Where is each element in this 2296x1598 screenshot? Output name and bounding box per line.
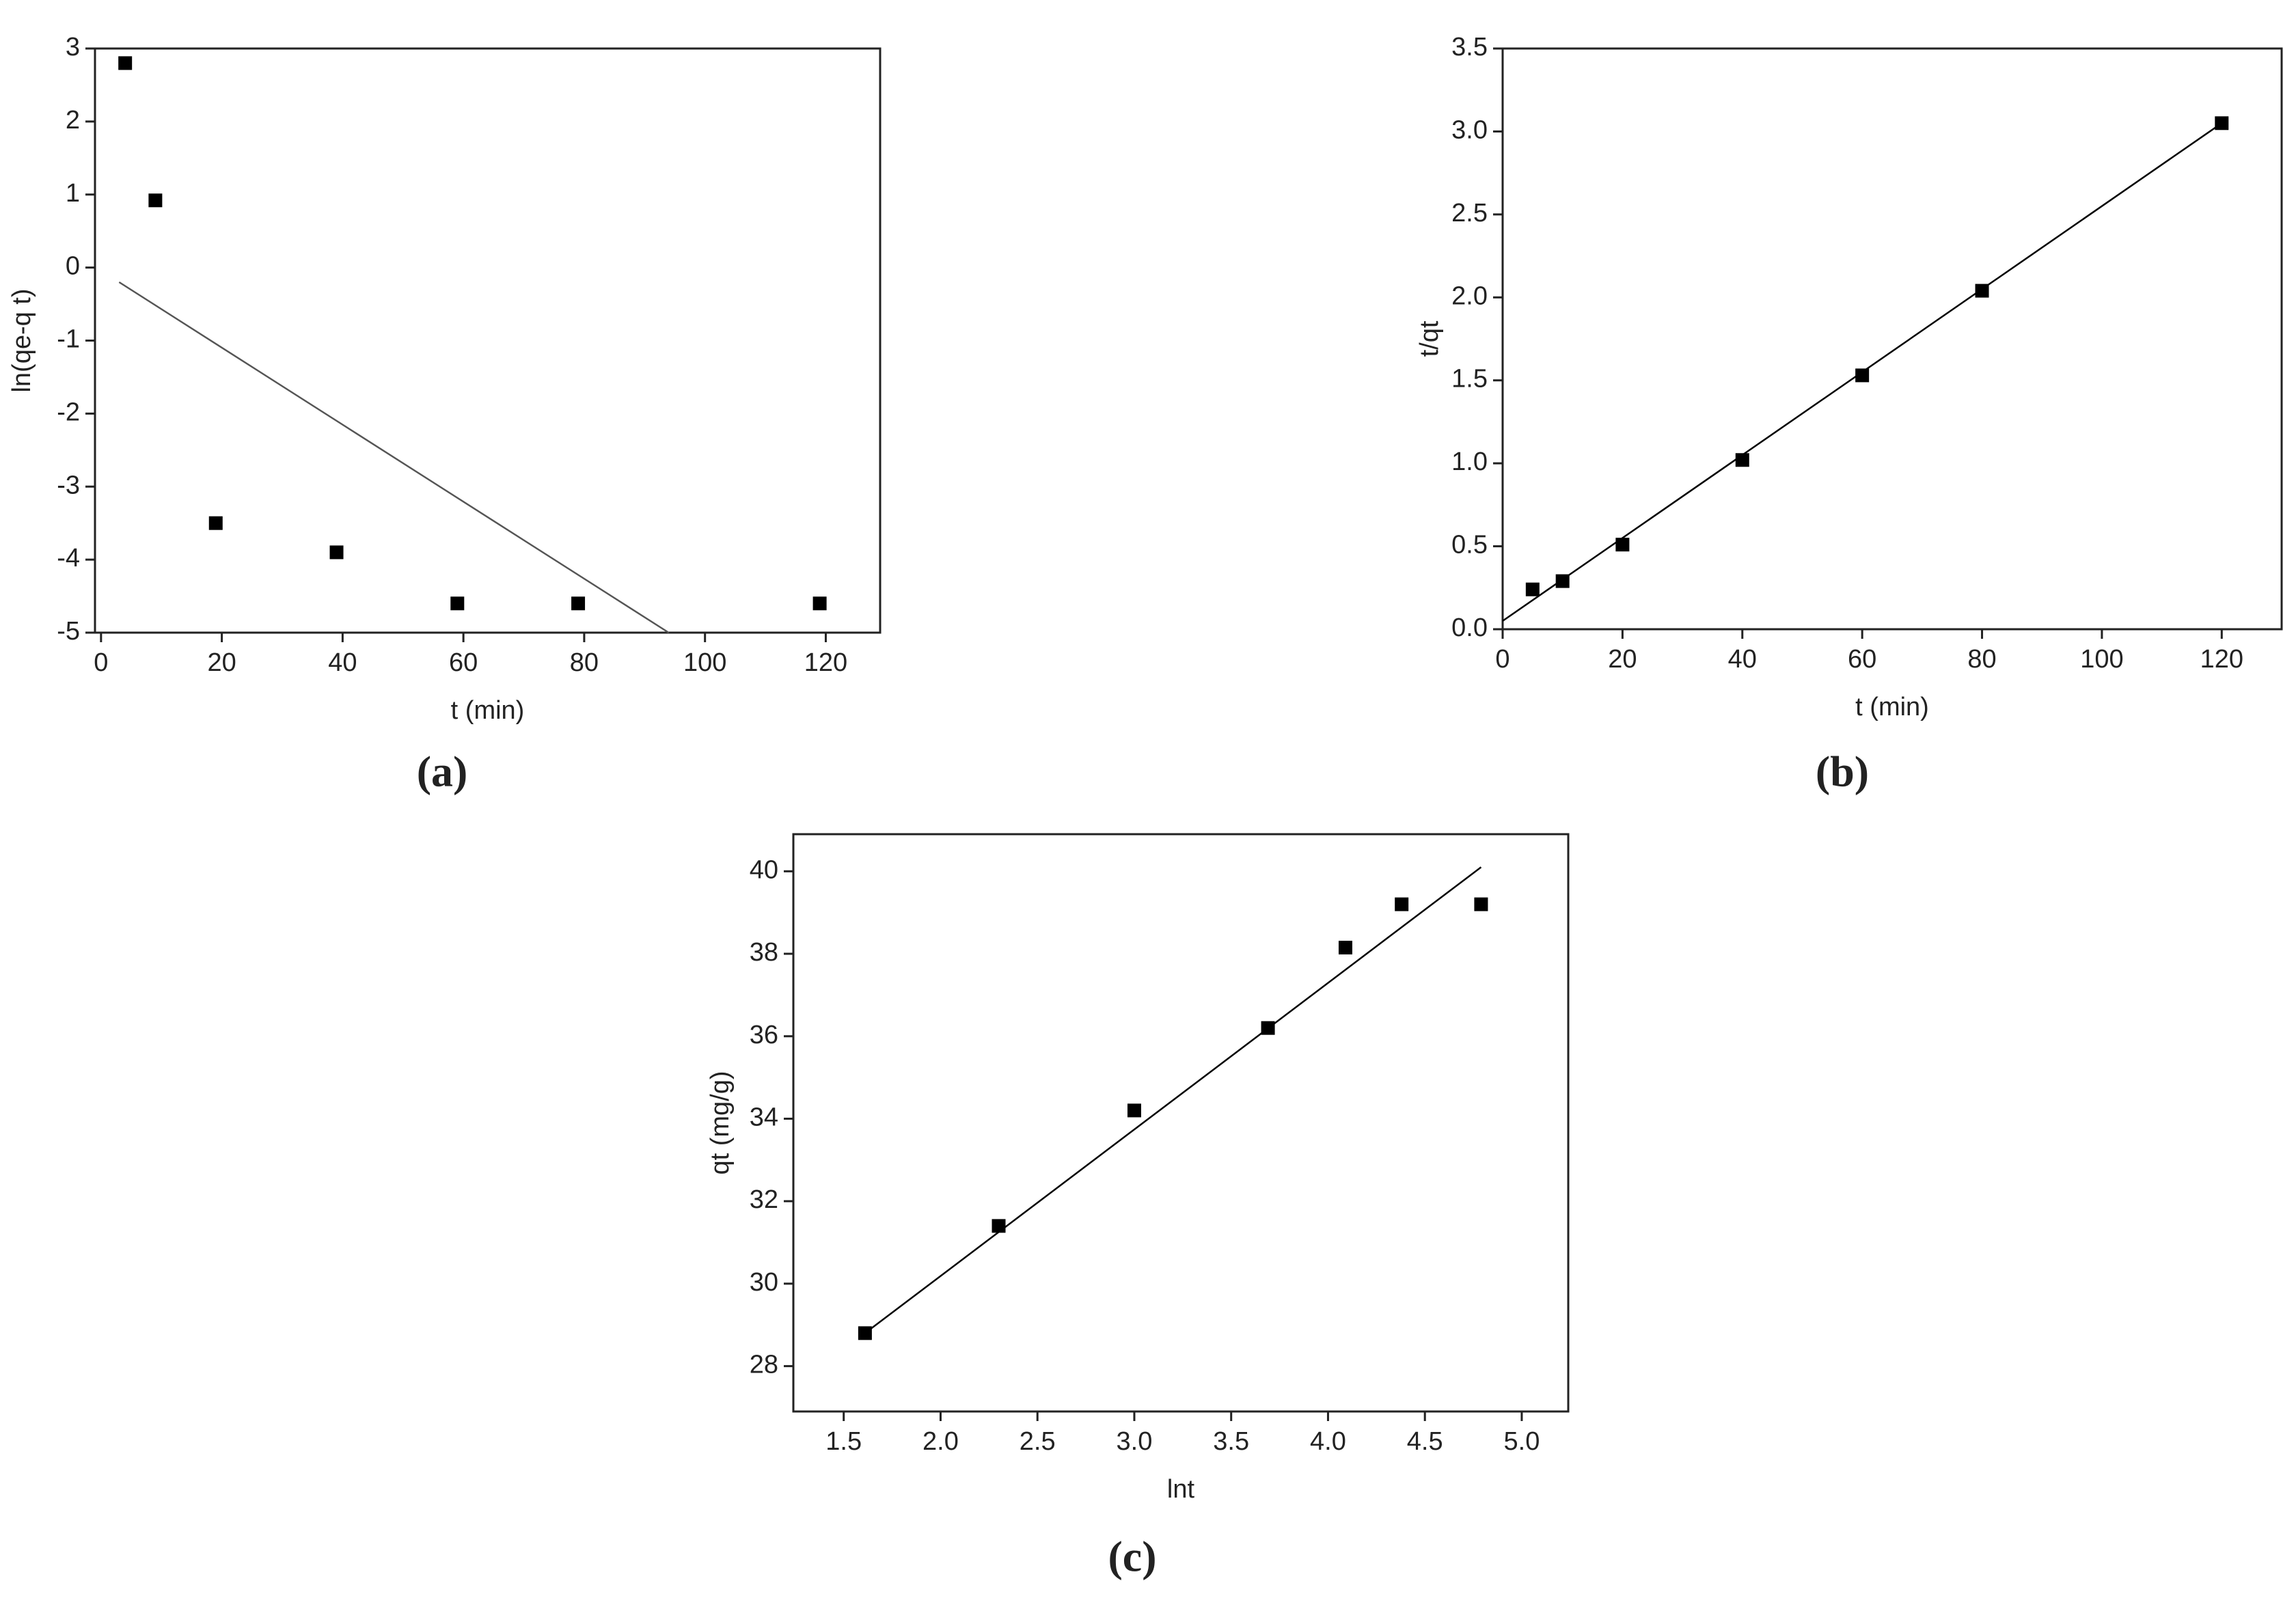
data-point [1525, 582, 1540, 596]
data-point [1395, 897, 1409, 911]
y-tick-label: 30 [750, 1268, 778, 1297]
x-tick-label: 120 [804, 648, 847, 677]
x-tick-label: 3.5 [1213, 1427, 1249, 1456]
data-point [450, 596, 465, 611]
y-tick-label: -5 [57, 617, 80, 646]
x-tick-label: 4.5 [1407, 1427, 1443, 1456]
x-tick-label: 100 [2080, 645, 2123, 674]
panel-label: (b) [1816, 747, 1869, 796]
fit-line [864, 866, 1482, 1334]
x-tick-label: 120 [2200, 645, 2243, 674]
x-tick-label: 80 [570, 648, 599, 677]
data-point [992, 1219, 1006, 1233]
data-point [1474, 897, 1488, 911]
y-tick-label: 2 [66, 106, 80, 135]
plot-frame [94, 47, 882, 634]
y-tick-label: 1.5 [1451, 365, 1488, 394]
x-tick-label: 2.0 [922, 1427, 959, 1456]
y-tick-label: 3 [66, 33, 80, 61]
plot-frame [792, 833, 1570, 1413]
y-tick-label: 34 [750, 1103, 778, 1131]
x-tick-label: 2.5 [1020, 1427, 1056, 1456]
y-tick-label: 32 [750, 1185, 778, 1214]
y-tick-label: 3.5 [1451, 33, 1488, 61]
y-tick-label: 36 [750, 1021, 778, 1049]
x-axis-label: t (min) [1855, 693, 1929, 721]
x-tick-label: 3.0 [1117, 1427, 1153, 1456]
x-tick-label: 4.0 [1310, 1427, 1346, 1456]
data-point [1855, 368, 1870, 383]
y-tick-label: 0 [66, 252, 80, 281]
data-point [1127, 1103, 1141, 1118]
data-point [571, 596, 586, 611]
data-point [118, 56, 133, 70]
y-tick-label: 28 [750, 1351, 778, 1379]
y-tick-label: 0.0 [1451, 614, 1488, 642]
x-axis-label: lnt [1167, 1475, 1195, 1504]
x-tick-label: 80 [1967, 645, 1996, 674]
x-tick-label: 60 [449, 648, 478, 677]
panel-label: (c) [1108, 1532, 1156, 1581]
data-point [329, 545, 344, 560]
x-tick-label: 5.0 [1504, 1427, 1540, 1456]
y-tick-label: -4 [57, 544, 80, 573]
fit-line [1502, 122, 2223, 622]
y-tick-label: 2.5 [1451, 199, 1488, 228]
y-tick-label: 3.0 [1451, 115, 1488, 144]
panel-label: (a) [417, 747, 468, 796]
data-point [208, 516, 223, 530]
y-tick-label: 1.0 [1451, 447, 1488, 476]
x-tick-label: 100 [683, 648, 726, 677]
y-axis-label: qt (mg/g) [706, 1071, 735, 1174]
data-point [812, 596, 827, 611]
x-tick-label: 20 [1608, 645, 1637, 674]
y-axis-label: t/qt [1415, 320, 1444, 357]
data-point [1338, 940, 1352, 954]
y-tick-label: 0.5 [1451, 531, 1488, 560]
y-tick-label: -2 [57, 398, 80, 426]
y-tick-label: 38 [750, 938, 778, 967]
x-tick-label: 40 [328, 648, 357, 677]
fit-line [118, 281, 670, 634]
y-tick-label: -1 [57, 325, 80, 354]
y-tick-label: 40 [750, 855, 778, 884]
x-tick-label: 60 [1848, 645, 1876, 674]
x-tick-label: 1.5 [825, 1427, 862, 1456]
x-tick-label: 0 [1495, 645, 1509, 674]
plot-frame [1501, 47, 2283, 631]
x-tick-label: 0 [94, 648, 108, 677]
data-point [148, 193, 163, 208]
y-axis-label: ln(qe-q t) [8, 288, 36, 392]
data-point [1615, 538, 1630, 552]
y-tick-label: 1 [66, 179, 80, 208]
y-tick-label: 2.0 [1451, 281, 1488, 310]
y-tick-label: -3 [57, 471, 80, 499]
x-tick-label: 40 [1728, 645, 1757, 674]
x-tick-label: 20 [207, 648, 236, 677]
x-axis-label: t (min) [451, 696, 525, 725]
